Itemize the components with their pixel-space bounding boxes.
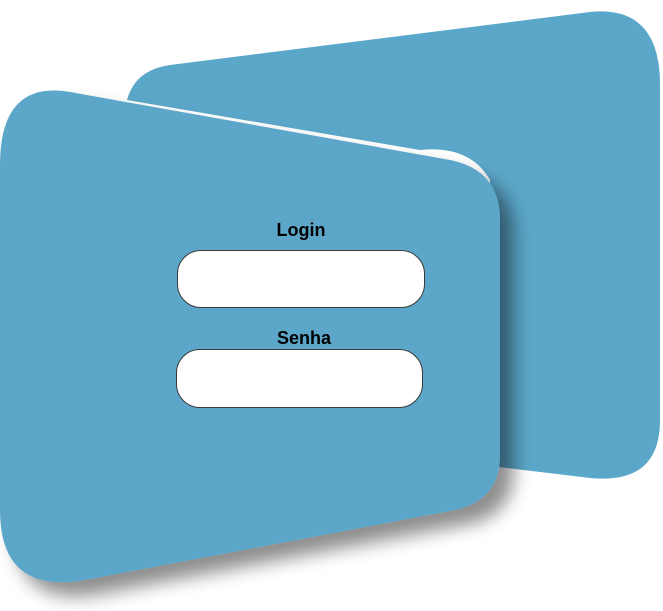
front-panel [0,90,500,583]
login-label: Login [276,220,326,240]
senha-label: Senha [276,328,332,348]
senha-input[interactable] [176,349,423,408]
back-panel [127,11,660,479]
login-input[interactable] [177,250,425,308]
